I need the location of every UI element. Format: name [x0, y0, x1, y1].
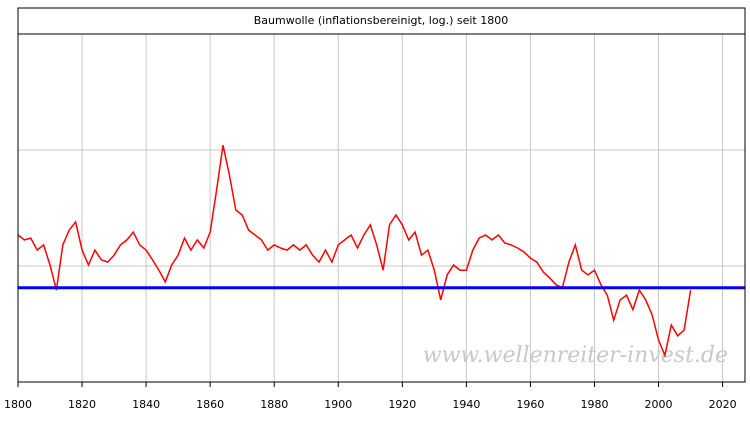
- x-tick-label: 1900: [324, 398, 352, 411]
- x-tick-label: 2000: [645, 398, 673, 411]
- x-tick-label: 2020: [709, 398, 737, 411]
- x-tick-label: 1960: [516, 398, 544, 411]
- plot-border: [17, 33, 746, 383]
- x-tick-label: 1860: [196, 398, 224, 411]
- x-tick-label: 1880: [260, 398, 288, 411]
- chart-title: Baumwolle (inflationsbereinigt, log.) se…: [254, 14, 508, 27]
- plot-background: [18, 34, 745, 382]
- data-line: [17, 145, 692, 358]
- x-tick-label: 1920: [388, 398, 416, 411]
- x-tick-label: 1980: [580, 398, 608, 411]
- x-tick-label: 1800: [4, 398, 32, 411]
- title-box: [17, 7, 746, 35]
- x-tick-label: 1820: [68, 398, 96, 411]
- watermark: www.wellenreiter-invest.de: [423, 343, 728, 368]
- x-tick-label: 1940: [452, 398, 480, 411]
- x-tick-label: 1840: [132, 398, 160, 411]
